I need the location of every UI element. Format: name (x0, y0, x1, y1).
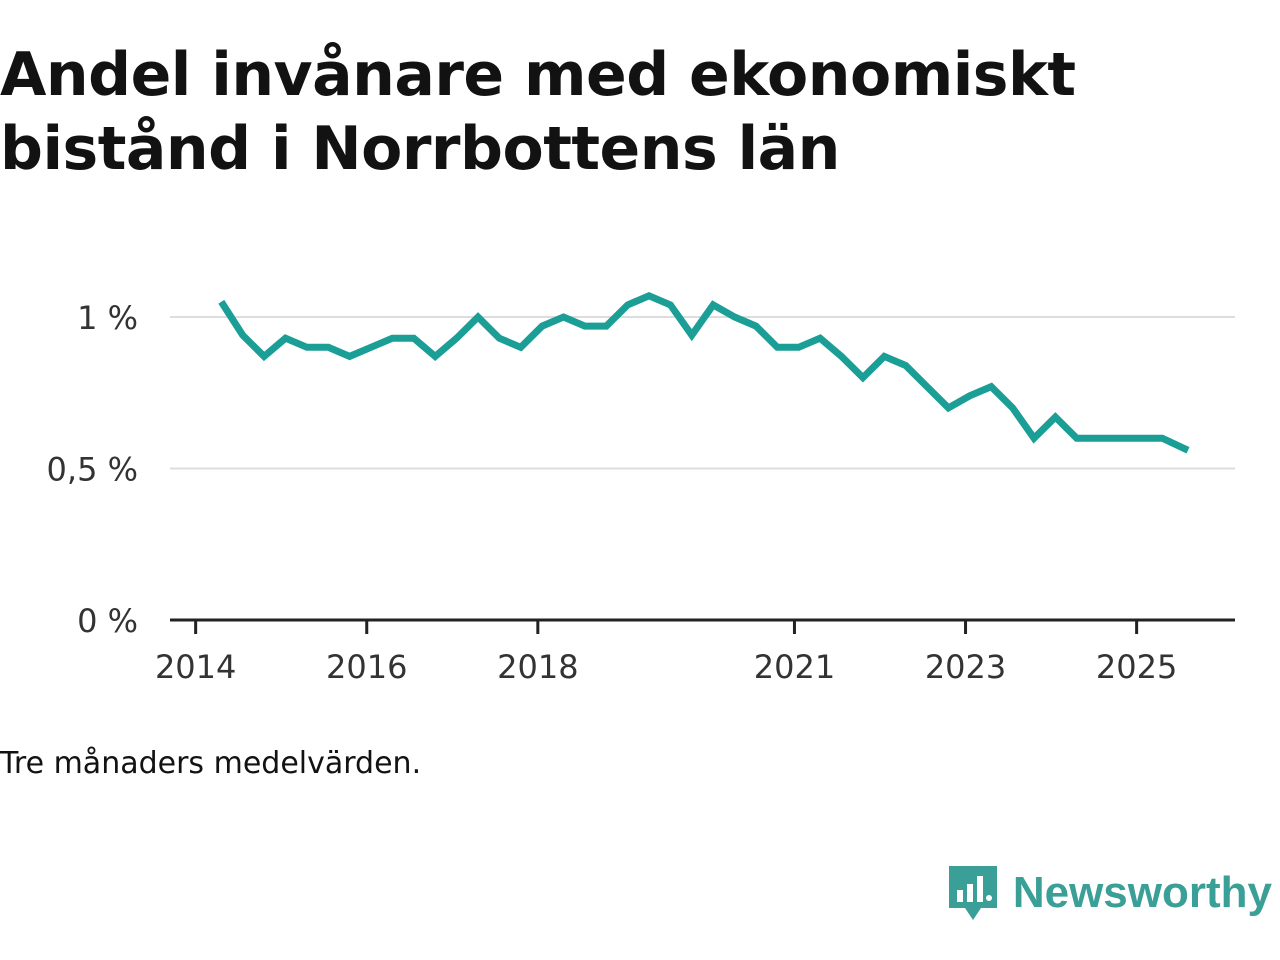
x-tick-label: 2018 (497, 648, 578, 686)
y-tick-label: 1 % (77, 299, 138, 337)
x-tick-label: 2021 (754, 648, 835, 686)
series-line-0 (218, 291, 1190, 454)
chart-note: Tre månaders medelvärden. (0, 746, 422, 781)
newsworthy-logo-icon (948, 866, 997, 920)
y-tick-label: 0 % (77, 602, 138, 640)
series-layer (218, 291, 1190, 454)
x-tick-label: 2023 (925, 648, 1006, 686)
gridlines (170, 316, 1235, 470)
line-chart: 0 % 0,5 % 1 % 2014 2016 2018 2021 2023 2025 (47, 291, 1235, 686)
x-tick-label: 2016 (326, 648, 407, 686)
brand-logo[interactable]: Newsworthy (947, 862, 1272, 924)
chart-title: Andel invånare med ekonomiskt bistånd i … (0, 40, 1076, 184)
x-tick-label: 2014 (155, 648, 236, 686)
x-axis: 2014 2016 2018 2021 2023 2025 (155, 618, 1235, 686)
y-axis-labels: 0 % 0,5 % 1 % (47, 299, 138, 640)
brand-name: Newsworthy (1012, 868, 1272, 917)
x-tick-label: 2025 (1096, 648, 1177, 686)
y-tick-label: 0,5 % (47, 451, 138, 489)
